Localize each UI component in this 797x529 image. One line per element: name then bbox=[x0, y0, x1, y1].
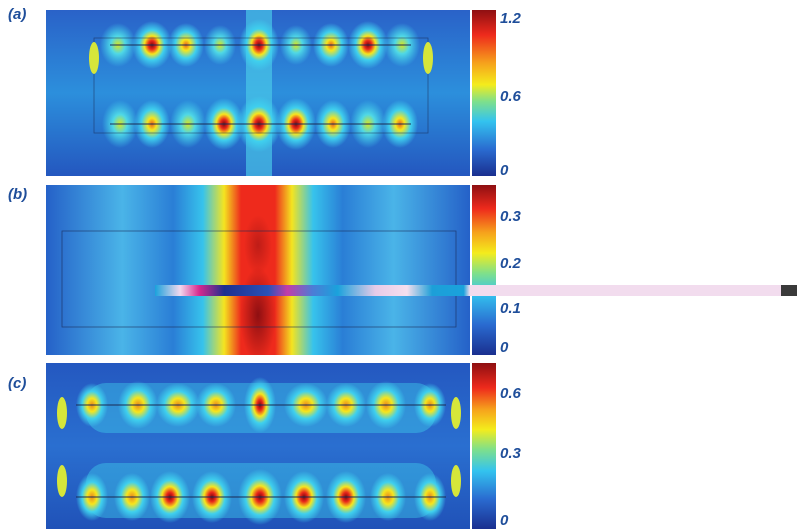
tick-b-1: 0.3 bbox=[500, 208, 521, 225]
field-map-b bbox=[46, 185, 470, 355]
waveguide-end-cap bbox=[781, 285, 797, 296]
field-map-c bbox=[46, 363, 470, 529]
waveguide-strip bbox=[155, 285, 785, 296]
panel-label-c: (c) bbox=[8, 375, 27, 392]
tick-a-min: 0 bbox=[500, 162, 509, 179]
tick-b-2: 0.2 bbox=[500, 255, 521, 272]
colorbar-b bbox=[472, 185, 496, 355]
tick-b-4: 0 bbox=[500, 339, 509, 356]
tick-a-mid: 0.6 bbox=[500, 88, 521, 105]
colorbar-a bbox=[472, 10, 496, 176]
panel-label-a: (a) bbox=[8, 6, 27, 23]
tick-b-3: 0.1 bbox=[500, 300, 521, 317]
tick-c-max: 0.6 bbox=[500, 385, 521, 402]
tick-c-mid: 0.3 bbox=[500, 445, 521, 462]
field-map-a bbox=[46, 10, 470, 176]
tick-c-min: 0 bbox=[500, 512, 509, 529]
panel-label-b: (b) bbox=[8, 186, 28, 203]
tick-a-max: 1.2 bbox=[500, 10, 521, 27]
colorbar-c bbox=[472, 363, 496, 529]
